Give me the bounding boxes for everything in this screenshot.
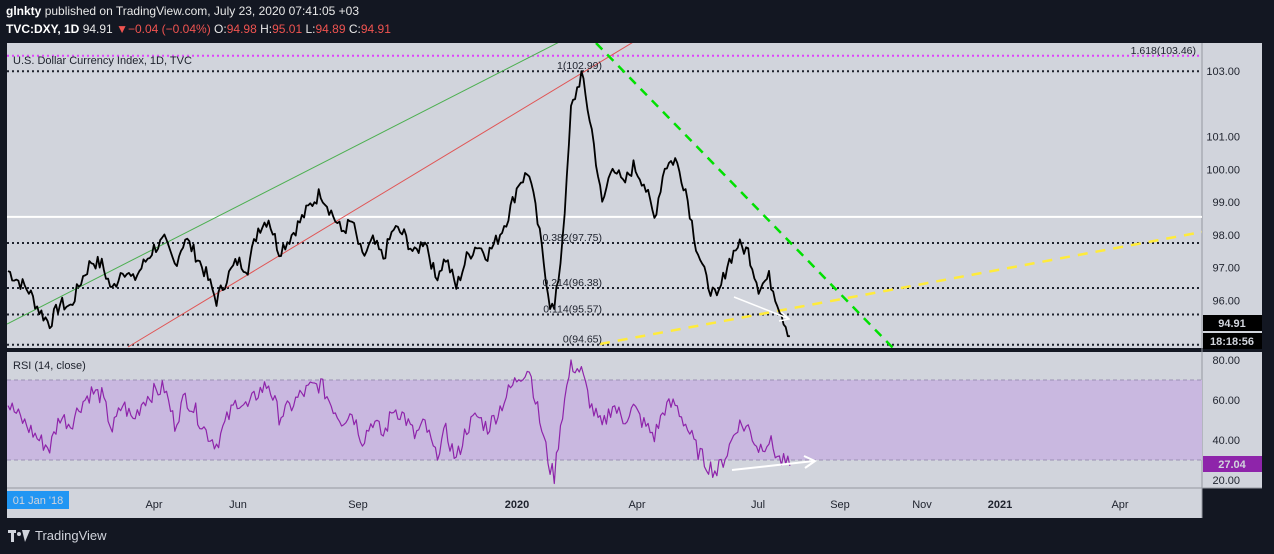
price-tick-label: 98.00 — [1212, 230, 1240, 242]
rsi-tick-label: 60.00 — [1212, 395, 1240, 407]
main-chart-title: U.S. Dollar Currency Index, 1D, TVC — [13, 55, 192, 67]
tradingview-logo-icon — [8, 529, 30, 542]
green-dashed-trendline — [595, 43, 894, 348]
time-tick-label: Apr — [628, 499, 645, 511]
tradingview-logo[interactable]: TradingView — [8, 528, 107, 543]
time-tick-label: Apr — [145, 499, 162, 511]
rsi-divergence-arrow — [731, 460, 815, 471]
fib-level-label: 1(102.99) — [557, 60, 602, 72]
high-value: 95.01 — [272, 22, 303, 36]
time-tick-label: Jun — [229, 499, 247, 511]
countdown-tag — [1203, 333, 1262, 349]
yellow-dashed-trendline — [599, 230, 1202, 346]
price-tick-label: 103.00 — [1206, 66, 1240, 78]
last-price-tag — [1203, 315, 1262, 331]
time-tick-label: 01 Jan '18 — [13, 495, 63, 507]
publish-info: published on TradingView.com, July 23, 2… — [44, 4, 360, 18]
price-divergence-arrow — [733, 296, 788, 319]
red-trendline — [127, 43, 633, 348]
fib-level-label: 0.214(96.38) — [542, 277, 602, 289]
author[interactable]: glnkty — [6, 4, 42, 18]
down-triangle-icon: ▼ — [116, 22, 128, 36]
fib-level-label: 0.382(97.75) — [542, 232, 602, 244]
arrow-head — [803, 455, 818, 469]
time-tick-label: Apr — [1111, 499, 1128, 511]
tradingview-logo-text: TradingView — [35, 528, 107, 543]
time-tick-label: Nov — [912, 499, 932, 511]
time-tick-label: 2021 — [988, 499, 1012, 511]
rsi-tick-label: 40.00 — [1212, 435, 1240, 447]
fib-level-label: 0.114(95.57) — [543, 304, 602, 316]
rsi-value-label: 27.04 — [1218, 459, 1246, 471]
close-label: C: — [348, 22, 361, 36]
time-tick-label: Jul — [751, 499, 765, 511]
price-tick-label: 101.00 — [1206, 131, 1240, 143]
price-tick-label: 100.00 — [1206, 164, 1240, 176]
change: −0.04 (−0.04%) — [127, 22, 211, 36]
rsi-band — [7, 380, 1202, 460]
rsi-tick-label: 80.00 — [1212, 355, 1240, 367]
ohlc-line: TVC:DXY, 1D 94.91 ▼−0.04 (−0.04%) O:94.9… — [6, 22, 391, 36]
green-trendline — [7, 43, 559, 325]
price-tick-label: 96.00 — [1212, 295, 1240, 307]
open-value: 94.98 — [226, 22, 257, 36]
low-label: L: — [305, 22, 316, 36]
high-label: H: — [260, 22, 273, 36]
arrow-head — [778, 311, 791, 322]
publish-line: glnkty published on TradingView.com, Jul… — [6, 4, 359, 18]
time-axis — [7, 488, 1202, 518]
fib-level-label: 0(94.65) — [563, 334, 602, 346]
symbol[interactable]: TVC:DXY, 1D — [6, 22, 80, 36]
price-tick-label: 99.00 — [1212, 197, 1240, 209]
date-cursor-tag — [7, 491, 69, 509]
time-tick-label: Sep — [830, 499, 850, 511]
time-tick-label: 2020 — [505, 499, 529, 511]
last-price-label: 94.91 — [1218, 318, 1246, 330]
price-series-line — [7, 70, 790, 338]
countdown-label: 18:18:56 — [1210, 336, 1254, 348]
price-axis — [1202, 43, 1262, 488]
rsi-series-line — [7, 359, 791, 485]
price-tick-label: 97.00 — [1212, 263, 1240, 275]
fib-level-label: 1.618(103.46) — [1131, 45, 1196, 57]
last-value: 94.91 — [82, 22, 113, 36]
rsi-value-tag — [1203, 456, 1262, 472]
time-tick-label: Sep — [348, 499, 368, 511]
rsi-tick-label: 20.00 — [1212, 475, 1240, 487]
low-value: 94.89 — [315, 22, 346, 36]
open-label: O: — [214, 22, 227, 36]
close-value: 94.91 — [360, 22, 391, 36]
rsi-title: RSI (14, close) — [13, 360, 86, 372]
